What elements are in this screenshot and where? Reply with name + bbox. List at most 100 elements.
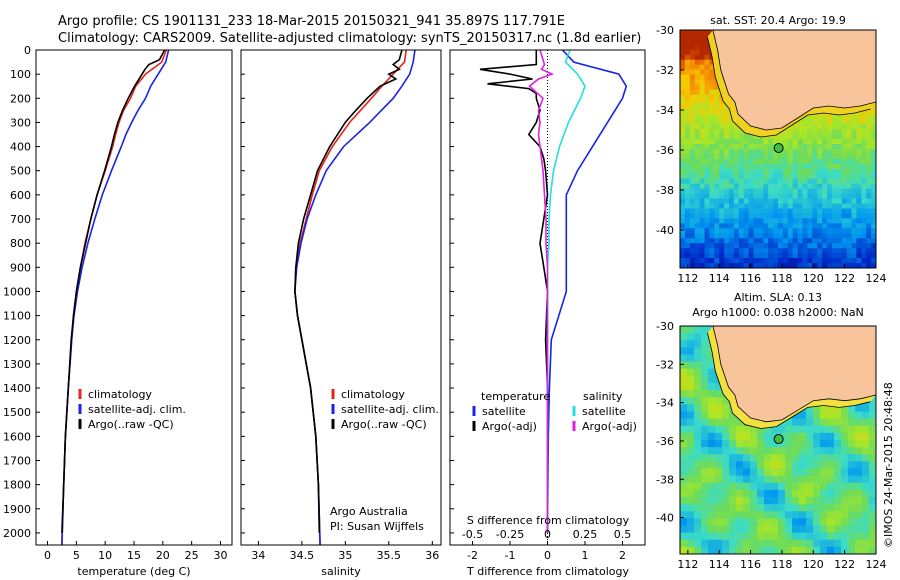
legend-entry: climatology [88,388,152,401]
salinity-panel: 34 34.5 35 35.5 36 salinity climatologysatel… [240,49,442,578]
map-cell [753,213,759,220]
map-cell [817,124,823,130]
map-cell [869,511,876,519]
map-cell [758,144,764,150]
map-cell [694,44,701,51]
map-cell [680,39,686,46]
map-cell [841,168,848,175]
map-cell [799,440,807,448]
map-cell [753,144,759,150]
map-cell [763,183,769,190]
map-cell [822,114,828,120]
map-cell [806,454,814,462]
map-cell [778,198,784,205]
map-cell [738,188,745,195]
map-cell [684,213,691,220]
map-cell [778,188,784,195]
map-cell [802,193,808,200]
map-cell [846,263,853,268]
x-tick-label: -1 [505,549,516,562]
map-cell [768,228,774,234]
map-cell [834,418,842,427]
map-cell [738,134,745,140]
map-cell [722,440,730,448]
map-cell [846,193,853,200]
map-cell [714,198,720,205]
map-cell [689,59,696,66]
map-cell [861,243,867,249]
map-cell [680,411,688,420]
x-tick-label: 34 [251,549,265,562]
depth-tick-label: 1600 [3,430,31,443]
map-cell [699,139,706,145]
map-cell [689,248,696,254]
map-cell [861,258,867,264]
map-cell [748,243,755,249]
map-cell [714,168,720,175]
map-cell [797,144,804,150]
map-cell [699,258,706,264]
map-cell [714,84,720,91]
map-cell [831,218,838,224]
map-cell [743,263,750,268]
map-cell [851,173,857,180]
map-cell [680,59,686,66]
map-cell [802,168,808,175]
map-cell [862,418,870,427]
map-cell [807,124,813,130]
map-cell [699,114,706,120]
map-cell [704,253,710,259]
map-cell [778,482,786,491]
map-cell [813,511,821,519]
map-cell [738,168,745,175]
map-cell [758,203,764,210]
map-cell [724,104,730,110]
map-cell [708,397,716,405]
depth-tick-label: 1900 [3,503,31,516]
map-cell [748,193,755,200]
map-cell [771,504,779,512]
map-cell [799,411,807,420]
map-cell [785,440,793,448]
map-cell [862,404,870,413]
map-cell [827,525,835,534]
map-cell [787,153,794,160]
map-cell [684,59,691,66]
map-cell [846,163,853,170]
map-cell [831,188,838,195]
map-cell [812,178,818,185]
map-cell [689,129,696,135]
map-cell [871,173,876,180]
map-cell [750,432,758,441]
map-cell [729,248,735,254]
depth-tick-label: 900 [10,261,31,274]
map-cell [733,183,740,190]
map-cell [714,119,720,125]
map-cell [773,253,779,259]
map-cell [827,238,833,244]
map-cell [743,489,751,498]
map-cell [680,497,688,505]
map-cell [680,84,686,91]
map-cell [709,213,715,220]
map-cell [715,461,723,470]
map-cell [687,425,695,434]
map-cell [694,178,701,185]
map-cell [687,333,695,341]
map-cell [757,489,765,498]
map-cell [729,243,735,249]
map-cell [758,153,764,160]
map-cell [719,149,725,155]
map-cell [714,178,720,185]
map-cell [782,129,789,135]
map-cell [846,253,853,259]
map-cell [817,129,823,135]
map-cell [822,253,828,259]
map-cell [822,203,828,210]
map-cell [733,263,740,268]
map-cell [782,203,789,210]
map-cell [714,109,720,115]
map-cell [820,432,828,441]
map-cell [719,168,725,175]
map-cell [871,139,876,145]
